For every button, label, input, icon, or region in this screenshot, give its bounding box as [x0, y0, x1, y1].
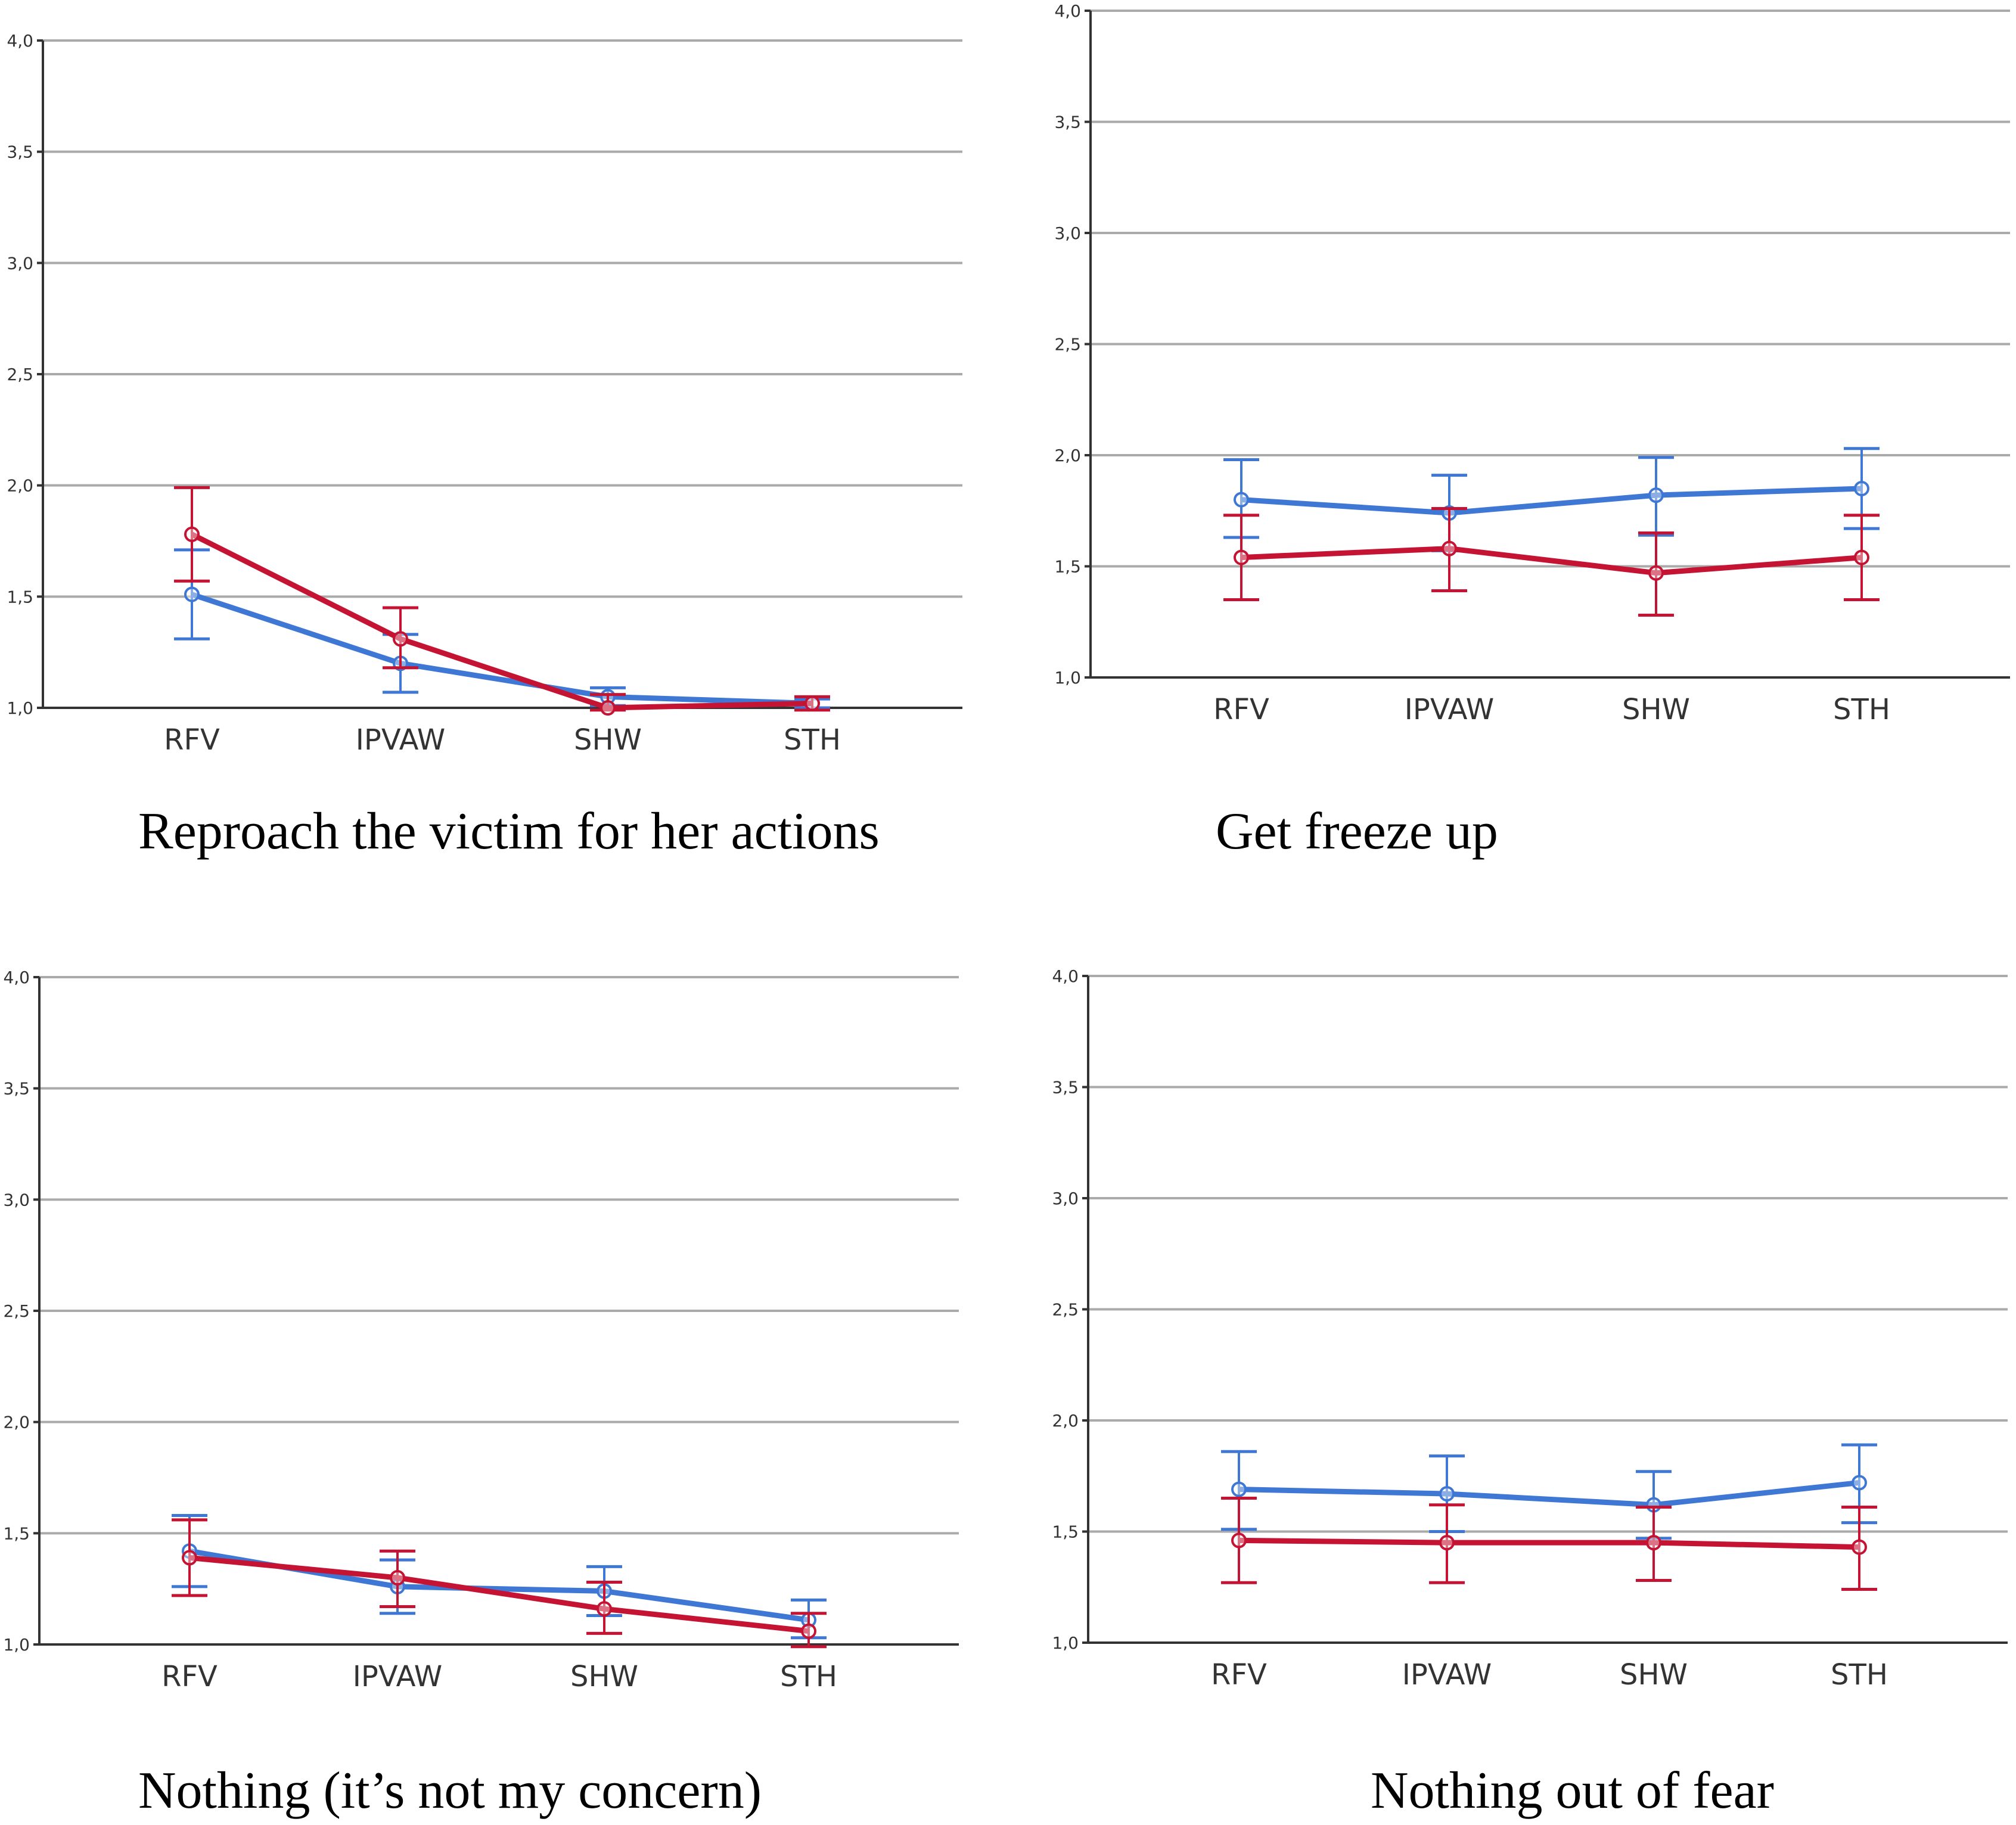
- chart-panel-1: 1,0 1,5 2,0 2,5 3,0 3,5 4,0 RFV IPVAW SHW STH: [7, 31, 962, 757]
- x-tick-label: RFV: [161, 1660, 218, 1693]
- data-point-red: [597, 1601, 612, 1617]
- data-point-red: [390, 1570, 405, 1585]
- data-point-blue: [1852, 1475, 1867, 1491]
- y-tick-label: 2,0: [1052, 1411, 1079, 1431]
- data-point-blue: [1854, 480, 1869, 496]
- series-line-red: [190, 531, 813, 711]
- data-point-red: [393, 631, 408, 647]
- x-tick-label: STH: [1831, 1658, 1888, 1692]
- x-tick-label: RFV: [164, 723, 220, 757]
- data-point-red: [801, 1623, 816, 1639]
- data-point-blue: [1439, 1486, 1455, 1502]
- series-line-blue: [1241, 486, 1862, 516]
- caption-get-freeze-up: Get freeze up: [1216, 803, 1498, 860]
- x-tick-label: RFV: [1213, 693, 1269, 726]
- y-tick-label: 1,5: [3, 1524, 30, 1543]
- chart-panel-3: 1,0 1,5 2,0 2,5 3,0 3,5 4,0 RFV IPVAW SHW STH: [3, 968, 959, 1693]
- y-tick-label: 3,0: [1052, 1189, 1079, 1208]
- data-point-red: [1646, 1535, 1661, 1551]
- y-tick-label: 3,5: [3, 1079, 30, 1099]
- caption-nothing-not-my-concern: Nothing (it’s not my concern): [138, 1762, 762, 1820]
- series-line-blue: [191, 592, 813, 707]
- y-tick-label: 4,0: [1054, 1, 1081, 21]
- data-point-blue: [184, 586, 200, 602]
- x-tick-label: IPVAW: [353, 1660, 443, 1693]
- data-point-blue: [1231, 1481, 1247, 1497]
- x-tick-label: SHW: [1622, 693, 1690, 726]
- data-point-red: [1852, 1539, 1867, 1555]
- data-point-red: [184, 526, 200, 542]
- y-tick-label: 1,0: [1052, 1633, 1079, 1653]
- x-tick-label: IPVAW: [356, 723, 446, 757]
- x-tick-label: SHW: [1620, 1658, 1688, 1692]
- x-tick-label: RFV: [1211, 1658, 1267, 1692]
- chart-panel-2: 1,0 1,5 2,0 2,5 3,0 3,5 4,0 RFV IPVAW SHW STH: [1054, 1, 2010, 726]
- y-tick-label: 3,0: [3, 1190, 30, 1210]
- x-tick-label: SHW: [574, 723, 642, 757]
- y-tick-label: 4,0: [7, 31, 33, 51]
- y-tick-label: 2,5: [7, 365, 33, 384]
- x-tick-label: IPVAW: [1405, 693, 1495, 726]
- series-line-blue: [189, 1548, 809, 1623]
- y-tick-label: 2,5: [1054, 335, 1081, 355]
- y-tick-label: 4,0: [1052, 966, 1079, 986]
- series-line-red: [1238, 1537, 1860, 1550]
- y-tick-label: 1,5: [1054, 557, 1081, 577]
- x-tick-label: STH: [784, 723, 841, 757]
- x-tick-label: IPVAW: [1402, 1658, 1492, 1692]
- caption-reproach-victim: Reproach the victim for her actions: [138, 803, 880, 860]
- y-tick-label: 1,5: [7, 587, 33, 607]
- data-point-red: [600, 700, 616, 716]
- data-point-red: [1648, 565, 1664, 581]
- data-point-red: [1234, 549, 1249, 565]
- series-line-blue: [1238, 1479, 1860, 1508]
- chart-panel-4: 1,0 1,5 2,0 2,5 3,0 3,5 4,0 RFV IPVAW SHW STH: [1052, 966, 2008, 1692]
- data-point-red: [1442, 540, 1457, 556]
- y-tick-label: 3,5: [1052, 1078, 1079, 1098]
- y-tick-label: 2,0: [7, 476, 33, 496]
- y-tick-label: 1,5: [1052, 1522, 1079, 1542]
- y-tick-label: 3,0: [7, 253, 33, 273]
- data-point-red: [1854, 549, 1869, 565]
- data-point-red: [804, 695, 820, 711]
- data-point-red: [182, 1550, 197, 1566]
- y-tick-label: 1,0: [3, 1635, 30, 1655]
- data-point-blue: [1648, 487, 1664, 503]
- data-point-red: [1439, 1535, 1455, 1551]
- y-tick-label: 4,0: [3, 968, 30, 987]
- series-line-red: [1241, 546, 1862, 576]
- caption-nothing-out-of-fear: Nothing out of fear: [1371, 1762, 1774, 1820]
- x-tick-label: STH: [1833, 693, 1890, 726]
- y-tick-label: 2,0: [3, 1413, 30, 1432]
- data-point-blue: [1234, 492, 1249, 508]
- y-tick-label: 3,5: [7, 142, 33, 162]
- y-tick-label: 2,0: [1054, 446, 1081, 465]
- y-tick-label: 2,5: [1052, 1300, 1079, 1320]
- y-tick-label: 3,5: [1054, 113, 1081, 132]
- series-line-red: [189, 1554, 809, 1634]
- x-tick-label: STH: [780, 1660, 837, 1693]
- y-tick-label: 3,0: [1054, 223, 1081, 243]
- y-tick-label: 2,5: [3, 1301, 30, 1321]
- x-tick-label: SHW: [570, 1660, 638, 1693]
- y-tick-label: 1,0: [7, 698, 33, 718]
- y-tick-label: 1,0: [1054, 668, 1081, 688]
- data-point-red: [1231, 1532, 1247, 1549]
